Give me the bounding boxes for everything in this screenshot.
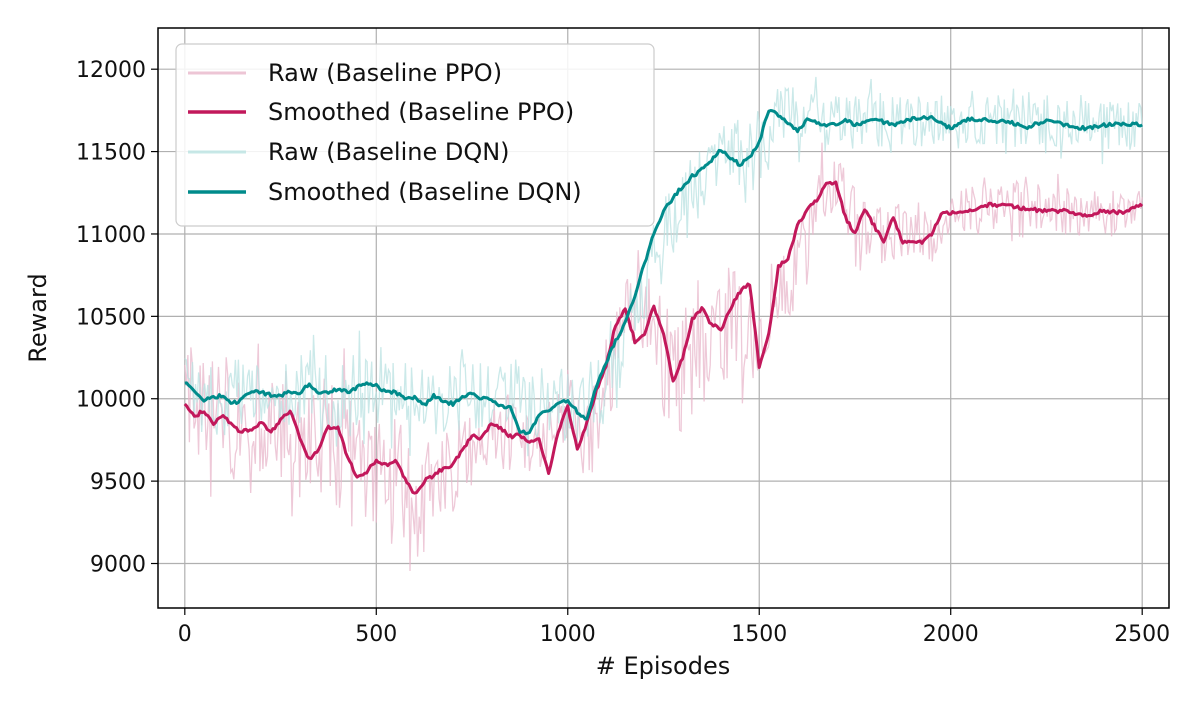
legend-box — [175, 43, 655, 227]
legend-label: Raw (Baseline PPO) — [268, 59, 502, 87]
legend-label: Smoothed (Baseline DQN) — [268, 178, 582, 206]
legend-entry: Smoothed (Baseline PPO) — [188, 98, 574, 126]
series-line-smoothed-dqn — [184, 109, 1143, 436]
series-line-raw-dqn — [184, 76, 1143, 457]
y-tick-label: 9000 — [90, 553, 146, 578]
y-tick-label: 10500 — [76, 305, 146, 330]
y-tick-label: 12000 — [76, 58, 146, 83]
legend-entry: Smoothed (Baseline DQN) — [188, 178, 582, 206]
x-tick-label: 0 — [178, 622, 192, 647]
y-tick-label: 11500 — [76, 141, 146, 166]
legend-label: Raw (Baseline DQN) — [268, 138, 510, 166]
x-tick-label: 500 — [355, 622, 397, 647]
x-axis-title: # Episodes — [596, 652, 731, 680]
legend-entry: Raw (Baseline DQN) — [188, 138, 510, 166]
x-tick-label: 2500 — [1114, 622, 1170, 647]
y-axis-title: Reward — [24, 273, 52, 362]
y-tick-label: 9500 — [90, 470, 146, 495]
legend-label: Smoothed (Baseline PPO) — [268, 98, 574, 126]
series-line-raw-ppo — [184, 142, 1143, 572]
axis-ticks: 0 500 1000 1500 2000 2500 9000 9500 10000 10500 11… — [76, 58, 1170, 647]
plot-frame — [157, 27, 1170, 609]
legend: Raw (Baseline PPO) Smoothed (Baseline PPO… — [175, 43, 655, 227]
x-tick-label: 1500 — [731, 622, 787, 647]
x-tick-label: 1000 — [540, 622, 596, 647]
x-tick-label: 2000 — [923, 622, 979, 647]
series-line-smoothed-ppo — [183, 180, 1144, 495]
plot-area-series — [183, 76, 1144, 572]
y-tick-label: 10000 — [76, 388, 146, 413]
legend-entry: Raw (Baseline PPO) — [188, 59, 502, 87]
y-tick-label: 11000 — [76, 223, 146, 248]
